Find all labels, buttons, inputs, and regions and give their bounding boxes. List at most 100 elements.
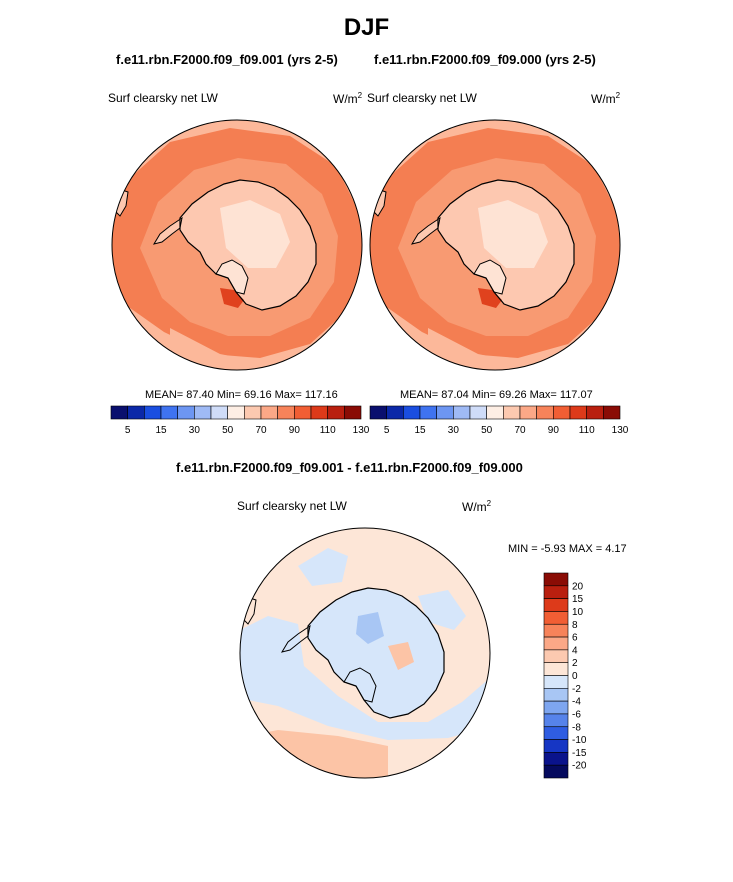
colorbar-tick-label: 70 bbox=[255, 425, 267, 436]
colorbar-bin bbox=[543, 649, 569, 663]
left-panel-case-title: f.e11.rbn.F2000.f09_f09.001 (yrs 2-5) bbox=[116, 52, 338, 67]
map-border bbox=[239, 527, 491, 779]
colorbar-tick-label: 70 bbox=[514, 425, 526, 436]
antarctic-plateau bbox=[220, 200, 290, 268]
colorbar-bin bbox=[543, 713, 569, 728]
colorbar-bin bbox=[177, 405, 195, 420]
difference-polar-map bbox=[239, 527, 491, 779]
colorbar-bin bbox=[486, 405, 504, 420]
colorbar-tick-label: 5 bbox=[125, 425, 131, 436]
colorbar-tick-label: -10 bbox=[572, 735, 587, 746]
colorbar-tick-label: 4 bbox=[572, 645, 578, 656]
ross-ice-shelf bbox=[474, 260, 506, 294]
colorbar-tick-label: 30 bbox=[448, 425, 460, 436]
negative-patch-east bbox=[418, 590, 466, 630]
colorbar-bin bbox=[536, 405, 554, 420]
coastline bbox=[437, 179, 575, 311]
colorbar-tick-label: 15 bbox=[414, 425, 426, 436]
colorbar-bin bbox=[419, 405, 437, 420]
colorbar-bin bbox=[369, 405, 387, 420]
colorbar-bin bbox=[160, 405, 178, 420]
colorbar-tick-label: -4 bbox=[572, 697, 581, 708]
ross-coastline bbox=[473, 259, 507, 295]
colorbar-bin bbox=[543, 726, 569, 740]
antarctic-plateau bbox=[478, 200, 548, 268]
colorbar-bin bbox=[310, 405, 328, 420]
ross-coastline bbox=[343, 667, 377, 703]
colorbar-bin bbox=[519, 405, 537, 420]
colorbar-bin bbox=[344, 405, 362, 420]
colorbar-bin bbox=[403, 405, 421, 420]
colorbar-tick-label: 30 bbox=[189, 425, 201, 436]
colorbar-bin bbox=[503, 405, 521, 420]
left-panel-units: W/m2 bbox=[333, 91, 363, 106]
right-panel-stats: MEAN= 87.04 Min= 69.26 Max= 117.07 bbox=[400, 389, 593, 401]
colorbar-bin bbox=[436, 405, 454, 420]
coastline bbox=[307, 587, 445, 719]
colorbar-bin bbox=[543, 675, 569, 689]
colorbar-bin bbox=[453, 405, 471, 420]
colorbar-bin bbox=[543, 611, 569, 625]
colorbar-bin bbox=[277, 405, 295, 420]
colorbar-bin bbox=[543, 688, 569, 702]
left-panel-stats: MEAN= 87.40 Min= 69.16 Max= 117.16 bbox=[145, 389, 338, 401]
colorbar-bin bbox=[543, 585, 569, 599]
left-colorbar: 5 15 30 50 70 90 110 130 bbox=[110, 405, 370, 436]
difference-title: f.e11.rbn.F2000.f09_f09.001 - f.e11.rbn.… bbox=[176, 460, 523, 475]
right-colorbar: 5 15 30 50 70 90 110 130 bbox=[369, 405, 629, 436]
colorbar-tick-label: 130 bbox=[353, 425, 370, 436]
colorbar-bin bbox=[194, 405, 212, 420]
colorbar-bin bbox=[543, 752, 569, 766]
antarctic-peninsula bbox=[412, 218, 440, 244]
colorbar-tick-label: 15 bbox=[155, 425, 167, 436]
colorbar-tick-label: 130 bbox=[612, 425, 629, 436]
ross-ice-shelf bbox=[216, 260, 248, 294]
colorbar-bin bbox=[569, 405, 587, 420]
ross-coastline bbox=[215, 259, 249, 295]
right-panel-units: W/m2 bbox=[591, 91, 621, 106]
colorbar-bin bbox=[110, 405, 128, 420]
colorbar-tick-label: 2 bbox=[572, 658, 578, 669]
left-polar-map bbox=[111, 119, 363, 371]
antarctic-peninsula bbox=[154, 218, 182, 244]
colorbar-bin bbox=[586, 405, 604, 420]
colorbar-tick-label: -20 bbox=[572, 761, 587, 772]
main-title: DJF bbox=[343, 14, 390, 41]
map-border bbox=[369, 119, 621, 371]
colorbar-tick-label: -2 bbox=[572, 684, 581, 695]
colorbar-bin bbox=[260, 405, 278, 420]
colorbar-tick-label: -15 bbox=[572, 748, 587, 759]
colorbar-tick-label: 90 bbox=[548, 425, 560, 436]
colorbar-bin bbox=[543, 764, 569, 779]
colorbar-tick-label: 50 bbox=[222, 425, 234, 436]
colorbar-bin bbox=[127, 405, 145, 420]
difference-variable-label: Surf clearsky net LW bbox=[237, 499, 347, 513]
colorbar-bin bbox=[543, 636, 569, 651]
colorbar-bin bbox=[603, 405, 621, 420]
colorbar-bin bbox=[144, 405, 162, 420]
colorbar-tick-label: -8 bbox=[572, 722, 581, 733]
negative-patch-north bbox=[298, 548, 348, 586]
colorbar-bin bbox=[553, 405, 571, 420]
colorbar-bin bbox=[543, 662, 569, 676]
colorbar-bin bbox=[543, 598, 569, 612]
left-panel-variable-label: Surf clearsky net LW bbox=[108, 91, 218, 105]
right-panel-case-title: f.e11.rbn.F2000.f09_f09.000 (yrs 2-5) bbox=[374, 52, 596, 67]
peninsula-coastline bbox=[280, 624, 311, 653]
antarctica-diff bbox=[308, 588, 444, 718]
ross-sea-max bbox=[220, 288, 244, 308]
right-polar-map bbox=[369, 119, 621, 371]
colorbar-bin bbox=[386, 405, 404, 420]
ross-sea-max bbox=[478, 288, 502, 308]
colorbar-bin bbox=[543, 572, 569, 587]
colorbar-bin bbox=[227, 405, 245, 420]
colorbar-bin bbox=[210, 405, 228, 420]
colorbar-tick-label: 110 bbox=[320, 425, 336, 436]
difference-units: W/m2 bbox=[462, 499, 492, 514]
colorbar-bin bbox=[543, 739, 569, 753]
colorbar-tick-label: 90 bbox=[289, 425, 301, 436]
coastline bbox=[179, 179, 317, 311]
map-border bbox=[111, 119, 363, 371]
positive-patch-land bbox=[388, 642, 414, 670]
